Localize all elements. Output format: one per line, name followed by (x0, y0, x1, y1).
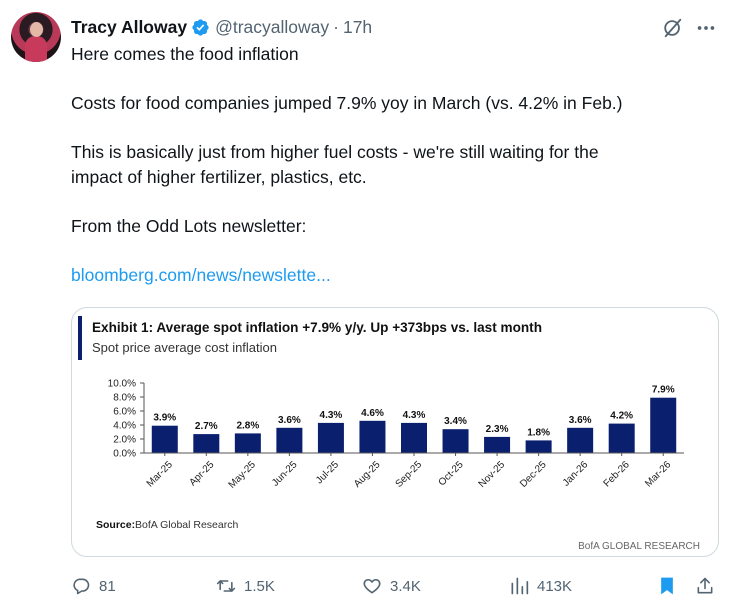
x-tick-label: Sep-25 (394, 459, 425, 490)
share-button[interactable] (695, 573, 715, 599)
tweet-line: Here comes the food inflation (71, 44, 299, 64)
more-options-icon[interactable] (695, 17, 717, 39)
bar-data-label: 1.8% (527, 427, 550, 438)
x-tick-label: Feb-26 (602, 459, 632, 489)
bar-data-label: 7.9% (652, 385, 675, 396)
chart-bar (151, 425, 178, 453)
bookmark-icon (661, 577, 673, 595)
chart-bar (608, 423, 635, 453)
avatar-face (30, 22, 43, 37)
chart-bar (567, 427, 594, 453)
chart-bar (234, 433, 261, 453)
bar-data-label: 4.3% (403, 410, 426, 421)
chart-bar (525, 440, 552, 453)
bar-data-label: 2.3% (486, 424, 509, 435)
chart-image[interactable]: Exhibit 1: Average spot inflation +7.9% … (71, 307, 719, 557)
y-tick-label: 10.0% (108, 379, 136, 390)
x-tick-label: Mar-26 (643, 459, 673, 489)
x-tick-label: Oct-25 (437, 459, 466, 488)
author-avatar[interactable] (11, 12, 61, 62)
x-tick-label: Dec-25 (518, 459, 549, 490)
like-button[interactable]: 3.4K (362, 573, 421, 599)
bar-data-label: 4.6% (361, 408, 384, 419)
x-tick-label: Aug-25 (352, 459, 383, 490)
retweet-count: 1.5K (244, 577, 275, 595)
reply-count: 81 (99, 577, 116, 595)
article-link[interactable]: bloomberg.com/news/newslette... (71, 265, 331, 285)
chart-subtitle: Spot price average cost inflation (92, 340, 277, 355)
grok-icon[interactable] (662, 17, 684, 39)
retweet-button[interactable]: 1.5K (216, 573, 275, 599)
tweet-timestamp[interactable]: 17h (342, 16, 373, 37)
bar-data-label: 2.7% (195, 421, 218, 432)
view-count: 413K (537, 577, 573, 595)
tweet-line: impact of higher fertilizer, plastics, e… (71, 167, 367, 187)
bar-data-label: 3.9% (153, 413, 176, 424)
bar-data-label: 4.3% (320, 410, 343, 421)
author-handle[interactable]: @tracyalloway (215, 16, 330, 37)
x-tick-label: Jan-26 (561, 459, 591, 489)
chart-bar (401, 422, 427, 453)
tweet-line: This is basically just from higher fuel … (71, 142, 599, 162)
verified-badge-icon (192, 18, 209, 36)
y-tick-label: 4.0% (113, 421, 136, 432)
bar-data-label: 3.4% (444, 416, 467, 427)
y-tick-label: 0.0% (113, 449, 136, 460)
bar-data-label: 4.2% (610, 411, 633, 422)
chart-bar (359, 420, 386, 453)
header-separator: · (333, 16, 339, 37)
chart-title: Exhibit 1: Average spot inflation +7.9% … (92, 320, 542, 335)
x-tick-label: Jul-25 (314, 459, 341, 486)
x-tick-label: Mar-25 (145, 459, 175, 489)
chart-bar (317, 422, 344, 453)
chart-bar (484, 436, 511, 453)
chart-bar (442, 429, 469, 453)
share-icon (697, 577, 713, 594)
x-tick-label: May-25 (227, 459, 259, 491)
views-chart-icon (511, 577, 529, 595)
tweet-header: Tracy Alloway @tracyalloway · 17h (71, 15, 372, 39)
chart-bar (276, 427, 303, 453)
bar-data-label: 2.8% (236, 420, 259, 431)
tweet-actions: 81 1.5K 3.4K 413K (71, 573, 719, 599)
retweet-icon (216, 580, 236, 592)
bar-chart: Exhibit 1: Average spot inflation +7.9% … (78, 316, 700, 552)
x-tick-label: Apr-25 (187, 459, 216, 488)
tweet-text: Here comes the food inflation Costs for … (71, 42, 711, 288)
bar-data-label: 3.6% (569, 415, 592, 426)
chart-source-label: Source: (96, 519, 135, 531)
tweet-line: Costs for food companies jumped 7.9% yoy… (71, 93, 623, 113)
views-button[interactable]: 413K (509, 573, 572, 599)
chart-bar (650, 397, 677, 453)
y-tick-label: 2.0% (113, 435, 136, 446)
chart-source: BofA Global Research (135, 519, 238, 531)
avatar-figure (25, 36, 47, 62)
y-tick-label: 6.0% (113, 407, 136, 418)
like-count: 3.4K (390, 577, 421, 595)
x-tick-label: Nov-25 (477, 459, 508, 490)
author-name[interactable]: Tracy Alloway (71, 16, 188, 37)
x-tick-label: Jun-25 (270, 459, 300, 489)
heart-icon (363, 578, 381, 594)
chart-bar (193, 434, 220, 453)
title-accent-bar (78, 316, 82, 360)
tweet-line: From the Odd Lots newsletter: (71, 216, 307, 236)
bar-data-label: 3.6% (278, 415, 301, 426)
reply-button[interactable]: 81 (71, 573, 116, 599)
y-tick-label: 8.0% (113, 393, 136, 404)
bookmark-button[interactable] (657, 573, 677, 599)
chart-watermark: BofA GLOBAL RESEARCH (578, 541, 700, 552)
reply-icon (73, 578, 90, 595)
